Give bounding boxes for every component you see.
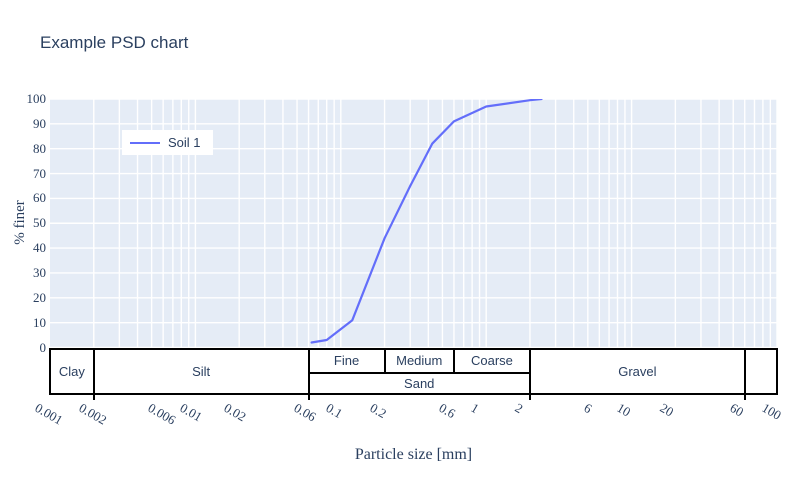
- axis-tick-mark: [743, 395, 746, 400]
- band-label: Coarse: [470, 353, 513, 369]
- x-tick-label: 0.002: [76, 400, 110, 428]
- x-tick-label: 0.2: [367, 400, 389, 422]
- axis-tick-mark: [92, 395, 95, 400]
- y-tick-label: 0: [39, 339, 47, 355]
- x-tick-label: 100: [759, 400, 784, 423]
- x-tick-label: 10: [614, 400, 633, 420]
- y-tick-label: 50: [33, 215, 46, 231]
- band-label: Silt: [192, 364, 211, 379]
- legend-item-soil-1[interactable]: Soil 1: [168, 135, 201, 150]
- y-tick-label: 40: [33, 240, 46, 256]
- legend: Soil 1: [122, 130, 213, 155]
- x-tick-label: 2: [512, 400, 526, 417]
- band-cell-coarse: Coarse: [452, 348, 531, 374]
- x-tick-label: 0.1: [323, 400, 345, 422]
- band-label: Gravel: [618, 364, 657, 379]
- x-tick-label: 0.01: [177, 400, 206, 425]
- axis-tick-mark: [307, 395, 310, 400]
- x-tick-label: 6: [581, 400, 595, 417]
- band-label: Fine: [333, 353, 360, 369]
- series-line-soil-1[interactable]: [310, 99, 543, 344]
- x-tick-label: 20: [657, 400, 677, 420]
- legend-line-sample-icon: [130, 141, 160, 144]
- band-cell-medium: Medium: [383, 348, 455, 374]
- x-tick-label: 0.001: [32, 400, 66, 428]
- y-tick-label: 30: [33, 264, 46, 280]
- band-cell-clay: Clay: [49, 348, 95, 395]
- x-tick-label: 60: [727, 400, 746, 420]
- y-tick-label: 60: [33, 190, 46, 206]
- x-tick-label: 1: [468, 400, 482, 417]
- x-tick-label: 0.6: [436, 400, 459, 422]
- band-cell-silt: Silt: [92, 348, 310, 395]
- band-cell-empty: [743, 348, 778, 395]
- x-tick-label: 0.006: [145, 400, 179, 428]
- band-label: Medium: [396, 353, 443, 369]
- chart-title: Example PSD chart: [40, 33, 189, 52]
- x-tick-label: 0.02: [221, 400, 249, 425]
- band-cell-fine: Fine: [307, 348, 386, 374]
- y-tick-label: 10: [33, 314, 46, 330]
- band-label: Clay: [58, 364, 85, 379]
- y-tick-label: 90: [33, 115, 46, 131]
- x-axis-title: Particle size [mm]: [354, 446, 473, 463]
- y-tick-label: 70: [33, 165, 46, 181]
- axis-tick-mark: [528, 395, 531, 400]
- x-tick-label: 0.06: [291, 400, 319, 425]
- y-tick-label: 100: [26, 91, 47, 106]
- y-tick-label: 80: [33, 140, 46, 156]
- band-label: Sand: [404, 375, 435, 391]
- y-tick-label: 20: [33, 289, 46, 305]
- band-cell-gravel: Gravel: [528, 348, 746, 395]
- band-cell-sand: Sand: [307, 371, 531, 395]
